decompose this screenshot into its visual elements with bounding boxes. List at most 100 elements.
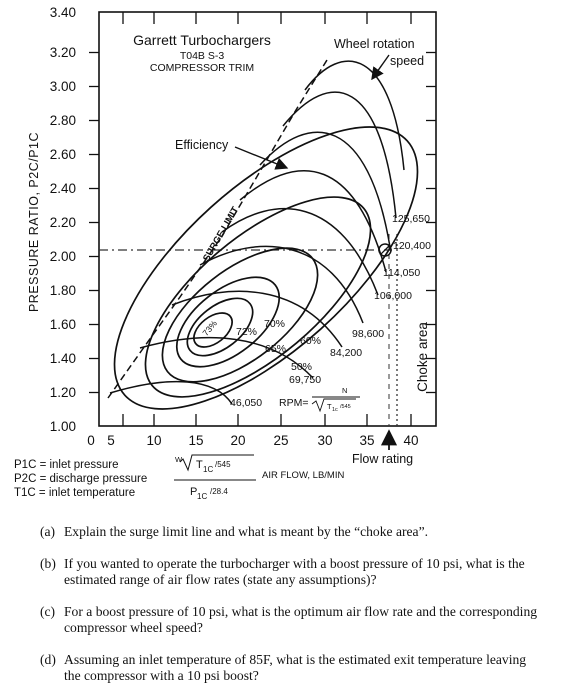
question-text: Assuming an inlet temperature of 85F, wh… (64, 652, 527, 683)
y-tick-label: 1.00 (50, 419, 76, 434)
x-tick-label: 5 (107, 433, 115, 448)
operating-point-marker (378, 243, 392, 257)
x-formula-t-sub: 1C (203, 465, 213, 474)
x-formula-p-div: /28.4 (210, 487, 228, 496)
legend-item: T1C = inlet temperature (14, 487, 136, 499)
wheel-speed-annotation-line1: Wheel rotation (334, 37, 415, 51)
flow-rating-label: Flow rating (352, 452, 413, 466)
y-tick-labels: 1.00 1.20 1.40 1.60 1.80 2.00 2.20 2.40 … (50, 5, 76, 434)
y-tick-label: 1.20 (50, 385, 76, 400)
x-axis-formula: W T 1C /545 P 1C /28.4 AIR FLOW, LB/MIN (174, 454, 344, 501)
x-tick-label: 15 (188, 433, 203, 448)
speed-line-98600 (199, 245, 364, 324)
question-text: For a boost pressure of 10 psi, what is … (64, 604, 538, 635)
speed-line-125650 (282, 91, 397, 219)
y-tick-label: 2.00 (50, 249, 76, 264)
x-tick-label: 0 (87, 433, 95, 448)
speed-label-46050: 46,050 (230, 397, 262, 409)
efficiency-label-72: 72% (236, 326, 257, 338)
compressor-map-figure: 1.00 1.20 1.40 1.60 1.80 2.00 2.20 2.40 … (27, 5, 437, 501)
efficiency-island-65 (161, 247, 319, 383)
rpm-sqrt-sign (311, 398, 356, 413)
efficiency-islands (113, 126, 419, 410)
efficiency-label-60: 60% (300, 335, 321, 347)
x-tick-label: 10 (146, 433, 161, 448)
speed-line-114050 (239, 170, 387, 273)
variable-legend: P1C = inlet pressure P2C = discharge pre… (14, 458, 147, 500)
question-label: (b) (40, 556, 56, 571)
legend-item: P1C = inlet pressure (14, 459, 119, 471)
surge-limit-line (107, 59, 328, 399)
choke-area-label: Choke area (415, 322, 430, 392)
x-tick-label: 40 (403, 433, 418, 448)
plot-frame (98, 11, 437, 427)
question-c: (c) For a boost pressure of 10 psi, what… (40, 604, 540, 636)
x-formula-p: P (190, 486, 197, 498)
x-formula-w: W (175, 455, 183, 464)
x-formula-t-div: /545 (215, 460, 231, 469)
question-label: (d) (40, 652, 56, 667)
y-tick-label: 2.80 (50, 113, 76, 128)
wheel-speed-annotation-line2: speed (390, 54, 424, 68)
chart-title: Garrett Turbochargers (133, 32, 271, 48)
efficiency-island-72 (186, 297, 254, 357)
speed-line-top (304, 60, 405, 171)
rpm-numerator: N (342, 386, 347, 395)
efficiency-annotation: Efficiency (175, 138, 229, 152)
y-tick-label: 3.00 (50, 79, 76, 94)
speed-lines (109, 60, 405, 405)
efficiency-island-73 (193, 312, 233, 348)
speed-line-84200 (171, 290, 343, 348)
y-axis-title: PRESSURE RATIO, P2C/P1C (27, 132, 41, 312)
x-formula-sqrt-sign (179, 454, 254, 472)
question-a: (a) Explain the surge limit line and wha… (40, 524, 540, 540)
y-tick-label: 2.60 (50, 147, 76, 162)
speed-label-69750: 69,750 (289, 374, 321, 386)
x-tick-labels: 0 5 10 15 20 25 30 35 40 (87, 433, 418, 448)
rpm-sqrt-var: T (327, 402, 332, 411)
speed-label-98600: 98,600 (352, 328, 384, 340)
speed-label-125650: 125,650 (392, 213, 430, 225)
speed-line-69750 (139, 336, 314, 379)
efficiency-island-70 (175, 276, 281, 368)
y-tick-label: 1.60 (50, 317, 76, 332)
x-tick-label: 20 (230, 433, 245, 448)
rpm-sqrt-sub: 1c (332, 407, 338, 413)
efficiency-label-65: 65% (265, 343, 286, 355)
efficiency-annotation-arrow (234, 146, 289, 170)
speed-line-46050 (109, 380, 233, 405)
wheel-speed-annotation-arrow (371, 54, 390, 81)
y-tick-label: 2.40 (50, 181, 76, 196)
question-label: (c) (40, 604, 56, 619)
speed-label-106000: 106,000 (374, 290, 412, 302)
efficiency-label-50: 50% (291, 361, 312, 373)
efficiency-island-50 (113, 126, 419, 410)
speed-line-120400 (259, 131, 391, 248)
speed-label-84200: 84,200 (330, 347, 362, 359)
x-tick-label: 30 (317, 433, 332, 448)
y-tick-label: 2.20 (50, 215, 76, 230)
y-tick-label: 3.40 (50, 5, 76, 20)
rpm-label: RPM= (279, 397, 308, 409)
x-formula-t: T (196, 459, 203, 471)
question-d: (d) Assuming an inlet temperature of 85F… (40, 652, 540, 684)
question-text: If you wanted to operate the turbocharge… (64, 556, 525, 587)
y-tick-label: 1.80 (50, 283, 76, 298)
y-tick-label: 1.40 (50, 351, 76, 366)
rpm-sqrt-div: /545 (340, 404, 351, 410)
question-label: (a) (40, 524, 56, 539)
x-tick-label: 25 (273, 433, 288, 448)
question-text: Explain the surge limit line and what is… (64, 524, 429, 539)
efficiency-island-60 (144, 196, 372, 398)
x-formula-p-sub: 1C (197, 492, 207, 501)
speed-label-114050: 114,050 (383, 267, 420, 279)
x-tick-marks (122, 12, 412, 426)
efficiency-label-70: 70% (264, 318, 285, 330)
x-tick-label: 35 (359, 433, 374, 448)
chart-model: T04B S-3 (180, 50, 225, 62)
y-tick-marks (89, 51, 436, 394)
chart-trim: COMPRESSOR TRIM (150, 62, 254, 74)
legend-item: P2C = discharge pressure (14, 473, 148, 485)
speed-label-120400: 120,400 (393, 240, 431, 252)
x-axis-label: AIR FLOW, LB/MIN (262, 470, 344, 481)
